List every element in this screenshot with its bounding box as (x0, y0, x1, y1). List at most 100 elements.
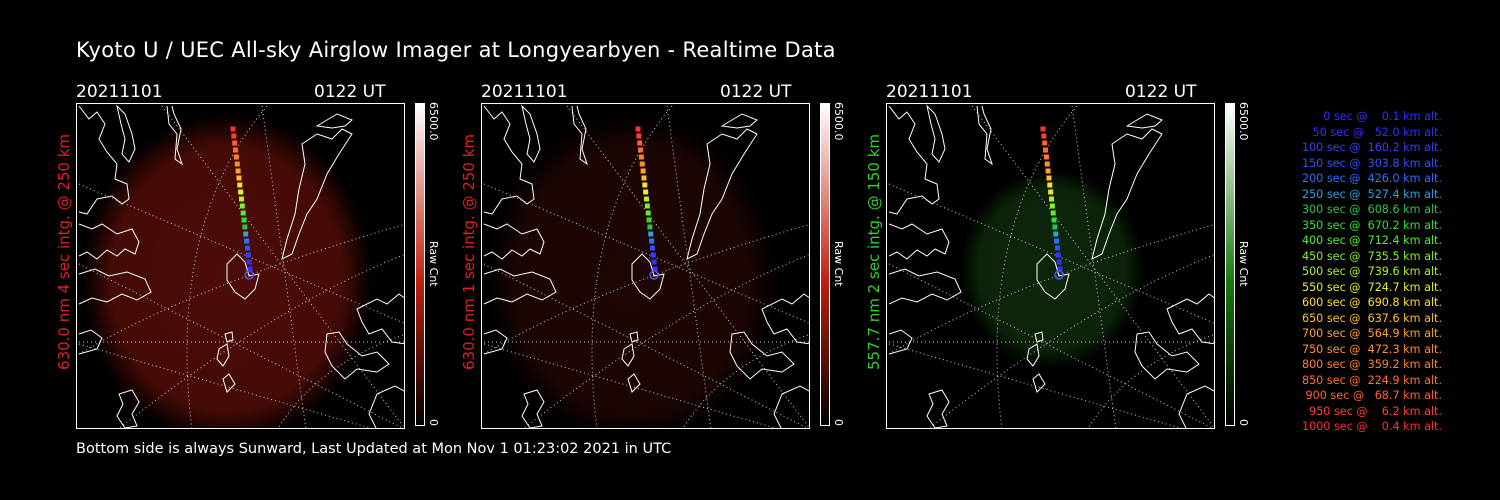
coastline (926, 104, 946, 163)
coastline (621, 343, 635, 367)
coastline (224, 331, 234, 343)
legend-row: 750 sec @ 472.3 km alt. (1298, 342, 1442, 356)
trajectory-marker (649, 238, 655, 244)
panel-2-ylabel: 630.0 nm 1 sec intg. @ 250 km (460, 133, 478, 370)
trajectory-marker (1054, 238, 1060, 244)
legend-row: 950 sec @ 6.2 km alt. (1305, 404, 1442, 418)
trajectory-marker (1040, 126, 1046, 132)
legend-row: 600 sec @ 690.8 km alt. (1298, 296, 1442, 309)
panel-1-cbar-unit: Raw Cnt (427, 241, 440, 287)
station-marker (649, 270, 659, 280)
coastline (521, 389, 545, 428)
coastline (483, 105, 535, 215)
panel-1-date: 20211101 (76, 82, 163, 102)
trajectory-marker (1047, 182, 1053, 188)
trajectory-marker (641, 175, 647, 181)
trajectory-marker (243, 231, 249, 237)
trajectory-marker (1049, 196, 1054, 202)
panel-1-ylabel: 630.0 nm 4 sec intg. @ 250 km (55, 133, 73, 370)
coastline (116, 104, 136, 163)
coastline (1032, 373, 1046, 393)
coastline (888, 105, 940, 215)
trajectory-marker (1048, 189, 1054, 195)
trajectory-marker (239, 203, 245, 209)
legend-row: 100 sec @ 160.2 km alt. (1298, 141, 1442, 154)
trajectory-marker (1056, 259, 1062, 265)
legend-row: 0 sec @ 0.1 km alt. (1312, 110, 1442, 123)
panel-1-time: 0122 UT (314, 82, 386, 102)
trajectory-marker (1044, 161, 1050, 167)
page-title: Kyoto U / UEC All-sky Airglow Imager at … (76, 38, 836, 62)
trajectory-marker (247, 266, 253, 272)
panel-1-cbar-min: 0 (427, 419, 440, 426)
trajectory-marker (643, 189, 649, 195)
trajectory-marker (231, 133, 237, 139)
legend-row: 450 sec @ 735.5 km alt. (1298, 249, 1442, 263)
trajectory-marker (652, 266, 658, 272)
trajectory-marker (636, 133, 642, 139)
trajectory-marker (647, 224, 653, 230)
footer-note: Bottom side is always Sunward, Last Upda… (76, 441, 672, 457)
trajectory-marker (1043, 154, 1049, 160)
coastline (761, 293, 809, 345)
trajectory-marker (1057, 266, 1063, 272)
coastline (888, 329, 913, 355)
coastline (78, 223, 140, 260)
trajectory-marker (1055, 252, 1061, 258)
coastline (729, 331, 795, 380)
trajectory-marker (239, 196, 244, 202)
panel-1-colorbar (415, 103, 425, 426)
coastline (631, 253, 665, 300)
legend-row: 500 sec @ 739.6 km alt. (1298, 265, 1442, 278)
grid-line (888, 183, 1214, 324)
coastline (571, 105, 588, 166)
airglow-disc (960, 169, 1144, 369)
trajectory-marker (1041, 133, 1047, 139)
panel-2-date: 20211101 (481, 82, 568, 102)
coastline (888, 268, 962, 305)
panel-2-cbar-unit: Raw Cnt (832, 241, 845, 287)
coastline (1036, 253, 1070, 300)
coastline (281, 128, 353, 260)
trajectory-marker (1042, 140, 1048, 146)
panel-2-cbar-min: 0 (832, 419, 845, 426)
trajectory-marker (237, 182, 243, 188)
trajectory-marker (236, 175, 242, 181)
coastline (627, 373, 641, 393)
coastline (116, 389, 140, 428)
trajectory-legend: 0 sec @ 0.1 km alt. 50 sec @ 52.0 km alt… (1298, 109, 1442, 435)
coastline (1026, 343, 1040, 367)
legend-row: 200 sec @ 426.0 km alt. (1298, 172, 1442, 185)
coastline (888, 223, 950, 260)
panel-2-colorbar (820, 103, 830, 426)
trajectory-marker (230, 126, 236, 132)
trajectory-marker (1050, 210, 1056, 216)
grid-line (186, 105, 268, 428)
legend-row: 250 sec @ 527.4 km alt. (1298, 187, 1442, 201)
trajectory-marker (1051, 217, 1057, 223)
trajectory-marker (1053, 231, 1059, 237)
trajectory-marker (646, 217, 652, 223)
coastline (166, 105, 183, 166)
legend-row: 1000 sec @ 0.4 km alt. (1301, 420, 1442, 433)
trajectory-marker (240, 210, 246, 216)
coastline (1134, 331, 1200, 380)
trajectory-marker (244, 238, 250, 244)
panel-3-ylabel: 557.7 nm 2 sec intg. @ 150 km (865, 133, 883, 370)
grid-line (483, 183, 809, 324)
coastline (521, 104, 541, 163)
panel-3-colorbar (1225, 103, 1235, 426)
coastline (216, 343, 230, 367)
grid-line (591, 105, 673, 428)
legend-row: 350 sec @ 670.2 km alt. (1298, 218, 1442, 232)
legend-row: 300 sec @ 608.6 km alt. (1298, 203, 1442, 216)
coastline (78, 268, 152, 305)
grid-line (483, 224, 809, 355)
trajectory-marker (644, 203, 650, 209)
panel-2-cbar-max: 6500.0 (832, 102, 845, 141)
coastline (483, 223, 545, 260)
trajectory-marker (644, 196, 649, 202)
trajectory-marker (648, 231, 654, 237)
coastline (226, 253, 260, 300)
trajectory-marker (638, 147, 644, 153)
